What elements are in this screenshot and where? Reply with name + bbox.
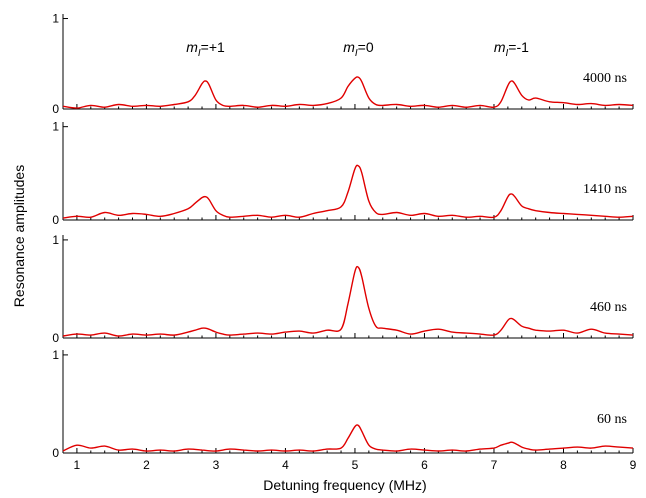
series-line: [63, 77, 633, 108]
y-tick-label: 0: [52, 213, 59, 227]
peak-label: mI=+1: [186, 39, 225, 59]
y-tick-label: 0: [52, 102, 59, 116]
x-tick-label: 8: [560, 458, 567, 472]
peak-label: mI=0: [343, 39, 374, 59]
series-line: [63, 425, 633, 451]
panel-time-label: 460 ns: [590, 300, 627, 315]
x-axis-label: Detuning frequency (MHz): [263, 477, 426, 493]
y-axis-label: Resonance amplitudes: [11, 165, 27, 307]
x-tick-label: 1: [74, 458, 81, 472]
x-tick-label: 2: [143, 458, 150, 472]
panel: 0 1 1 2 3 4 5 6 7 8 9 60 ns: [52, 348, 636, 472]
series-line: [63, 267, 633, 336]
y-tick-label: 1: [52, 348, 59, 362]
x-tick-label: 7: [491, 458, 498, 472]
x-tick-label: 4: [282, 458, 289, 472]
panel-time-label: 4000 ns: [583, 71, 627, 86]
y-tick-label: 1: [52, 233, 59, 247]
peak-label: mI=-1: [494, 39, 529, 59]
y-tick-label: 0: [52, 331, 59, 345]
y-tick-label: 1: [52, 12, 59, 26]
series-line: [63, 165, 633, 218]
x-tick-label: 6: [421, 458, 428, 472]
x-tick-label: 5: [352, 458, 359, 472]
panels: 0 1 4000 ns 0 1 1410 ns 0 1 460 ns 0 1 1 2 3 4 5 6 7 8 9 60 …: [52, 12, 636, 472]
x-tick-label: 9: [630, 458, 637, 472]
panel-time-label: 1410 ns: [583, 182, 627, 197]
x-tick-label: 3: [213, 458, 220, 472]
panel: 0 1 1410 ns: [52, 120, 633, 227]
peak-labels: mI=+1 mI=0 mI=-1: [186, 39, 529, 59]
panel: 0 1 4000 ns: [52, 12, 633, 116]
panel: 0 1 460 ns: [52, 233, 633, 345]
panel-time-label: 60 ns: [597, 412, 627, 427]
y-tick-label: 1: [52, 120, 59, 134]
y-tick-label: 0: [52, 446, 59, 460]
